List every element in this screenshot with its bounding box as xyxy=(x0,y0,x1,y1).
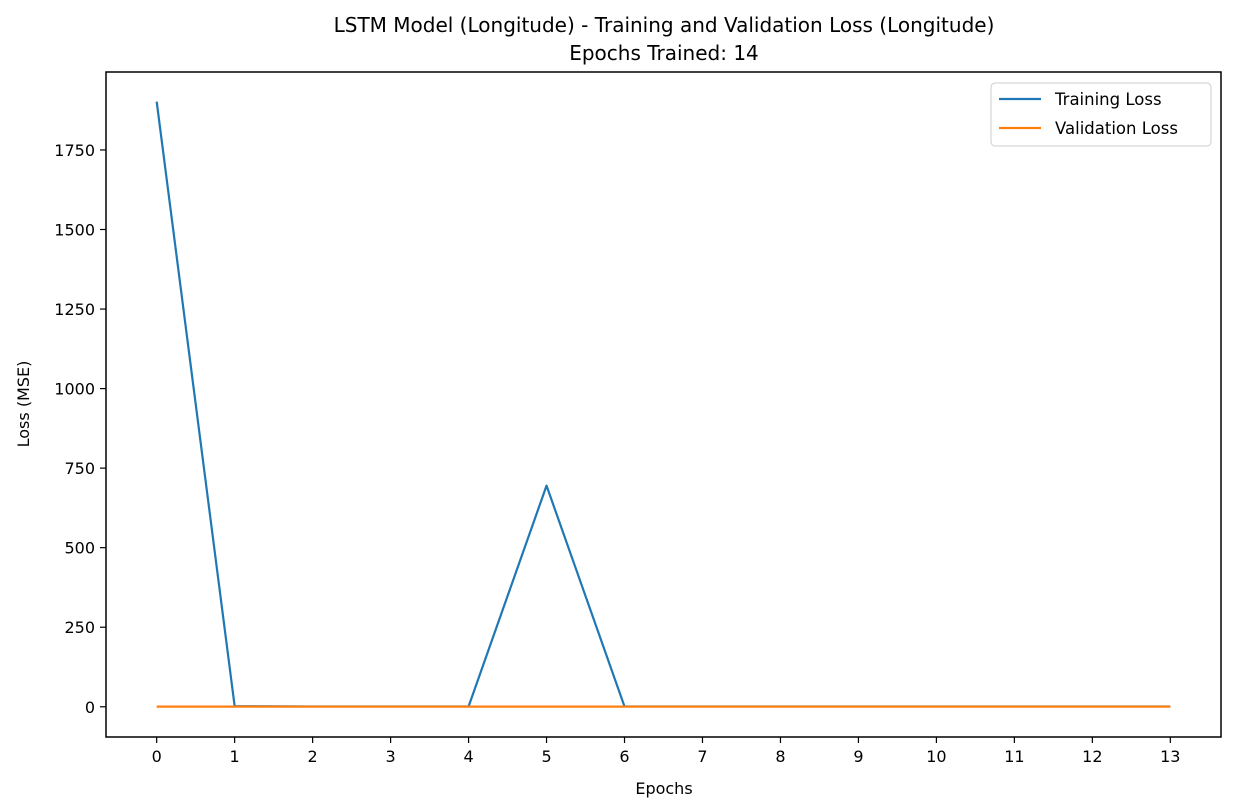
plot-frame xyxy=(105,71,1222,738)
x-tick-label: 4 xyxy=(463,747,473,766)
legend-validation-label: Validation Loss xyxy=(1055,119,1178,138)
y-tick-label: 1000 xyxy=(54,380,95,399)
legend-frame xyxy=(990,82,1212,147)
x-tick-label: 2 xyxy=(308,747,318,766)
y-axis-label: Loss (MSE) xyxy=(14,361,33,448)
x-tick-label: 5 xyxy=(541,747,551,766)
x-axis-label: Epochs xyxy=(635,779,692,798)
x-tick-label: 9 xyxy=(853,747,863,766)
y-tick-label: 250 xyxy=(64,618,95,637)
x-tick-label: 7 xyxy=(697,747,707,766)
x-tick-label: 11 xyxy=(1004,747,1024,766)
x-tick-label: 12 xyxy=(1082,747,1102,766)
x-tick-label: 0 xyxy=(152,747,162,766)
y-tick-label: 0 xyxy=(85,698,95,717)
y-tick-label: 1750 xyxy=(54,141,95,160)
x-tick-label: 3 xyxy=(386,747,396,766)
y-tick-label: 1500 xyxy=(54,221,95,240)
y-tick-label: 750 xyxy=(64,459,95,478)
x-axis-ticks: 0 1 2 3 4 5 6 7 8 9 10 11 12 13 xyxy=(152,737,1180,766)
x-tick-label: 13 xyxy=(1160,747,1180,766)
chart-title: LSTM Model (Longitude) - Training and Va… xyxy=(334,13,995,37)
legend: Training Loss Validation Loss xyxy=(990,82,1212,147)
chart-subtitle: Epochs Trained: 14 xyxy=(569,41,759,65)
x-tick-label: 6 xyxy=(619,747,629,766)
legend-training-label: Training Loss xyxy=(1054,90,1162,109)
x-tick-label: 10 xyxy=(926,747,946,766)
y-axis-ticks: 0 250 500 750 1000 1250 1500 1750 xyxy=(54,141,106,717)
series-lines xyxy=(155,101,1171,708)
y-tick-label: 1250 xyxy=(54,300,95,319)
y-tick-label: 500 xyxy=(64,539,95,558)
x-tick-label: 8 xyxy=(775,747,785,766)
x-tick-label: 1 xyxy=(230,747,240,766)
